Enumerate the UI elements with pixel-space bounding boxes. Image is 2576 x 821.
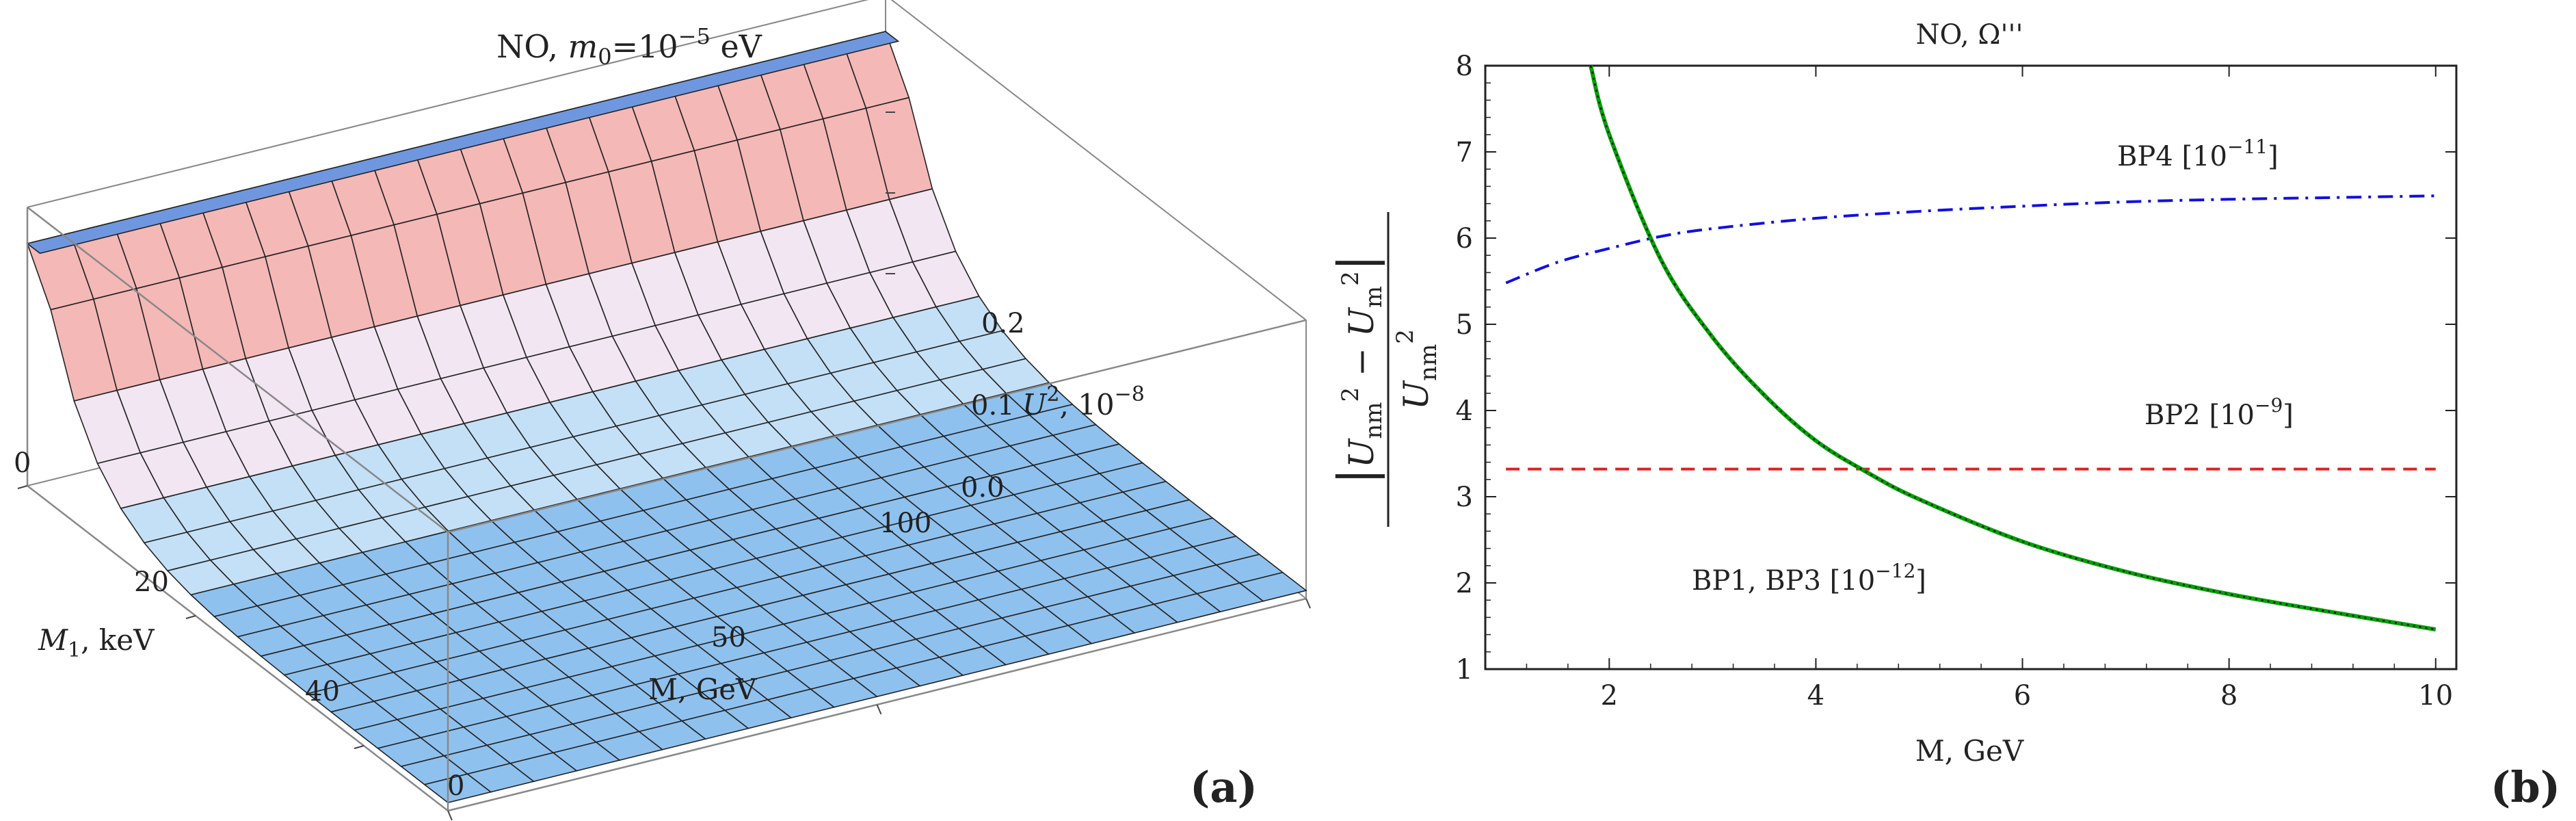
x-tick-label: 8 (2220, 680, 2238, 712)
surface-mesh (26, 31, 1307, 804)
series-bp1-line (1589, 65, 2436, 631)
x-tick-label: 6 (2014, 680, 2031, 712)
z-tick-0: 0.0 (961, 472, 1005, 504)
box-front-edges (17, 112, 1311, 821)
y-label-denominator: Unm2 (1392, 329, 1442, 410)
surface-patch (1238, 571, 1307, 602)
box-edge-front-top (447, 319, 1307, 534)
y-tick-label: 1 (1456, 654, 1473, 686)
annotation-bp2: BP2 [10−9] (2145, 394, 2294, 431)
z-tick-1: 0.1 (971, 390, 1015, 421)
annotation-bp4: BP4 [10−11] (2117, 135, 2279, 172)
m-tick-100: 100 (879, 508, 931, 539)
m1-tick-mark (185, 615, 196, 619)
y-tick-label: 8 (1456, 51, 1473, 82)
y-tick-label: 6 (1456, 223, 1473, 255)
m-tick-mark (876, 704, 882, 715)
surface-top-band (26, 31, 900, 255)
x-axis-label: M, GeV (1915, 734, 2024, 768)
y-tick-label: 2 (1456, 568, 1473, 599)
y-tick-label: 4 (1456, 395, 1473, 427)
panel-b-title: NO, Ω''' (1915, 19, 2023, 51)
m-axis-label: M, GeV (648, 673, 757, 706)
x-tick-label: 2 (1601, 680, 1618, 712)
panel-a-title: NO, m0=10−5 eV (496, 23, 762, 70)
m-tick-mark (1305, 598, 1311, 609)
series-bp3-line (1589, 65, 2436, 631)
series-bp4-line (1505, 194, 2436, 285)
m-tick-0: 0 (447, 770, 464, 802)
m1-tick-0: 0 (14, 447, 31, 479)
panel-a-surface-plot: NO, m0=10−5 eV 0.0 0.1 0.2 U2, 10−8 0 20… (14, 0, 1311, 821)
y-axis-label: |Unm2 − Um2| Unm2 (1327, 212, 1442, 527)
x-tick-label: 10 (2418, 680, 2453, 712)
series-lines (1505, 65, 2436, 631)
m1-axis-label: M1, keV (38, 623, 155, 662)
panel-a-label: (a) (1190, 762, 1258, 812)
z-axis-label: U2, 10−8 (1022, 382, 1145, 421)
y-tick-label: 5 (1456, 309, 1473, 341)
m1-tick-mark (17, 485, 28, 489)
y-label-numerator: |Unm2 − Um2| (1327, 255, 1387, 484)
m1-tick-mark (354, 745, 364, 749)
x-tick-label: 4 (1807, 680, 1824, 712)
m-tick-mark (447, 810, 453, 821)
box-edge-back-top (27, 0, 869, 208)
box-edge-right-top (890, 0, 1307, 321)
plot-frame (1484, 64, 2458, 670)
box-edge-left-top (27, 206, 449, 533)
y-tick-label: 3 (1456, 482, 1473, 513)
box-edge-left-bottom (27, 485, 449, 811)
y-tick-label: 7 (1456, 137, 1473, 168)
annotation-bp1-bp3: BP1, BP3 [10−12] (1692, 560, 1926, 597)
m1-tick-40: 40 (305, 676, 340, 707)
m1-tick-20: 20 (134, 566, 169, 598)
z-tick-2: 0.2 (981, 308, 1025, 339)
m-tick-50: 50 (711, 622, 746, 653)
panel-b-label: (b) (2491, 762, 2560, 812)
